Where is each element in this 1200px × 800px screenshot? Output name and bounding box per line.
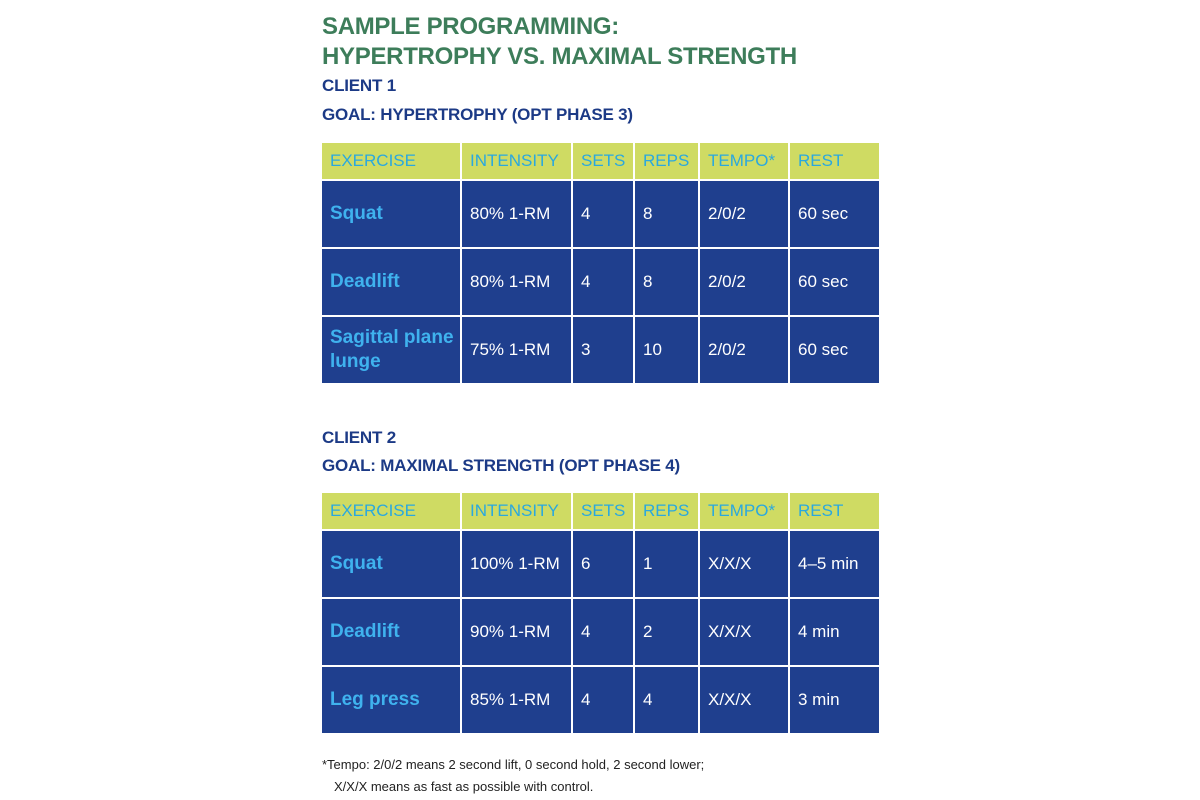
program-table: EXERCISE INTENSITY SETS REPS TEMPO* REST Squat… — [322, 493, 879, 733]
cell: 85% 1-RM — [460, 665, 573, 733]
cell: 2/0/2 — [698, 315, 790, 383]
header-cell: INTENSITY — [460, 143, 573, 181]
cell: 60 sec — [788, 315, 879, 383]
table-row: Squat 80% 1-RM 4 8 2/0/2 60 sec — [322, 179, 879, 249]
exercise-cell: Deadlift — [322, 597, 462, 667]
exercise-cell: Squat — [322, 529, 462, 599]
cell: 4 — [571, 597, 635, 667]
cell: 10 — [633, 315, 700, 383]
cell: 3 min — [788, 665, 879, 733]
header-cell: REPS — [633, 143, 700, 181]
table-row: Deadlift 90% 1-RM 4 2 X/X/X 4 min — [322, 597, 879, 667]
cell: 2 — [633, 597, 700, 667]
table-body: EXERCISE INTENSITY SETS REPS TEMPO* REST Squat… — [322, 493, 879, 733]
cell: 8 — [633, 247, 700, 317]
client-goal: GOAL: MAXIMAL STRENGTH (OPT PHASE 4) — [322, 456, 680, 475]
table-row: Deadlift 80% 1-RM 4 8 2/0/2 60 sec — [322, 247, 879, 317]
client-heading: CLIENT 1 — [322, 76, 396, 95]
cell: X/X/X — [698, 529, 790, 599]
header-cell: REST — [788, 493, 879, 531]
exercise-cell: Leg press — [322, 665, 462, 733]
title-line: HYPERTROPHY VS. MAXIMAL STRENGTH — [322, 43, 797, 70]
header-cell: INTENSITY — [460, 493, 573, 531]
program-table: EXERCISE INTENSITY SETS REPS TEMPO* REST Squat… — [322, 143, 879, 383]
client-heading: CLIENT 2 — [322, 428, 396, 447]
cell: 4 — [571, 247, 635, 317]
cell: 4 — [571, 665, 635, 733]
exercise-cell: Squat — [322, 179, 462, 249]
header-cell: TEMPO* — [698, 493, 790, 531]
footnote-line: X/X/X means as fast as possible with con… — [334, 779, 594, 794]
table-body: EXERCISE INTENSITY SETS REPS TEMPO* REST Squat… — [322, 143, 879, 383]
header-cell: SETS — [571, 493, 635, 531]
footnote: *Tempo: 2/0/2 means 2 second lift, 0 sec… — [322, 754, 704, 798]
header-cell: EXERCISE — [322, 143, 462, 181]
cell: 4 min — [788, 597, 879, 667]
cell: X/X/X — [698, 597, 790, 667]
header-cell: REPS — [633, 493, 700, 531]
cell: 75% 1-RM — [460, 315, 573, 383]
table-row: Leg press 85% 1-RM 4 4 X/X/X 3 min — [322, 665, 879, 733]
header-cell: SETS — [571, 143, 635, 181]
cell: 1 — [633, 529, 700, 599]
cell: 3 — [571, 315, 635, 383]
cell: X/X/X — [698, 665, 790, 733]
cell: 100% 1-RM — [460, 529, 573, 599]
cell: 4 — [571, 179, 635, 249]
cell: 4–5 min — [788, 529, 879, 599]
cell: 4 — [633, 665, 700, 733]
cell: 8 — [633, 179, 700, 249]
table-row: Sagittal plane lunge 75% 1-RM 3 10 2/0/2 60 s… — [322, 315, 879, 383]
cell: 6 — [571, 529, 635, 599]
footnote-line: *Tempo: 2/0/2 means 2 second lift, 0 sec… — [322, 757, 705, 772]
cell: 2/0/2 — [698, 247, 790, 317]
cell: 2/0/2 — [698, 179, 790, 249]
title: SAMPLE PROGRAMMING: HYPERTROPHY VS. MAXI… — [322, 12, 797, 72]
cell: 80% 1-RM — [460, 179, 573, 249]
header-cell: TEMPO* — [698, 143, 790, 181]
cell: 60 sec — [788, 179, 879, 249]
client-goal: GOAL: HYPERTROPHY (OPT PHASE 3) — [322, 105, 633, 124]
cell: 90% 1-RM — [460, 597, 573, 667]
cell: 60 sec — [788, 247, 879, 317]
exercise-cell: Deadlift — [322, 247, 462, 317]
header-row: EXERCISE INTENSITY SETS REPS TEMPO* REST — [322, 493, 879, 531]
cell: 80% 1-RM — [460, 247, 573, 317]
title-line: SAMPLE PROGRAMMING: — [322, 13, 619, 40]
header-cell: EXERCISE — [322, 493, 462, 531]
header-cell: REST — [788, 143, 879, 181]
exercise-cell: Sagittal plane lunge — [322, 315, 462, 383]
table-row: Squat 100% 1-RM 6 1 X/X/X 4–5 min — [322, 529, 879, 599]
header-row: EXERCISE INTENSITY SETS REPS TEMPO* REST — [322, 143, 879, 181]
